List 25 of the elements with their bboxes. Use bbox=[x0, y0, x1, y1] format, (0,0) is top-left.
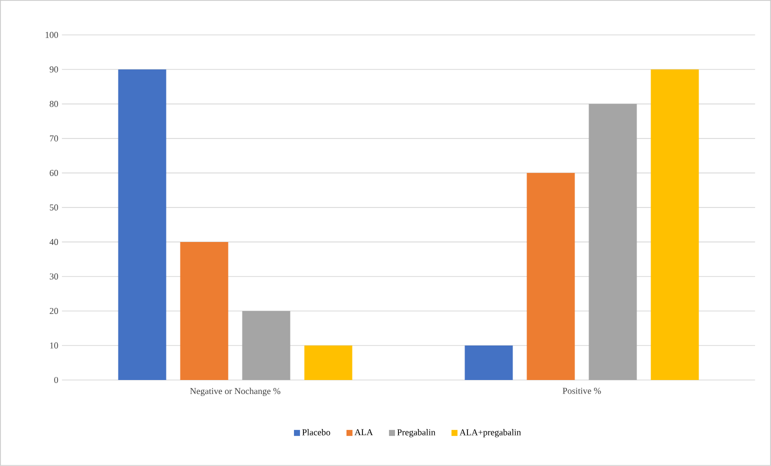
bar bbox=[242, 311, 290, 380]
bar bbox=[588, 104, 637, 380]
y-tick-label: 70 bbox=[50, 135, 58, 142]
y-tick-label: 10 bbox=[50, 342, 58, 349]
legend-label: Pregabalin bbox=[397, 429, 436, 438]
y-tick-label: 40 bbox=[50, 238, 58, 246]
y-tick-label: 30 bbox=[50, 273, 58, 280]
y-tick-label: 0 bbox=[54, 376, 58, 384]
legend-label: Placebo bbox=[302, 429, 330, 436]
x-tick-label: Positive % bbox=[562, 388, 601, 394]
bar bbox=[304, 346, 352, 380]
y-tick-label: 20 bbox=[50, 308, 58, 314]
y-tick-label: 60 bbox=[50, 170, 58, 176]
y-tick-label: 100 bbox=[46, 32, 58, 38]
legend-label: ALA+pregabalin bbox=[460, 429, 521, 438]
bar bbox=[526, 172, 575, 380]
x-tick-label: Negative or Nochange % bbox=[190, 388, 280, 396]
y-tick-label: 50 bbox=[50, 204, 58, 211]
bar bbox=[180, 242, 228, 380]
y-tick-label: 90 bbox=[50, 66, 58, 72]
bar bbox=[464, 346, 513, 380]
legend-label: ALA bbox=[354, 429, 373, 436]
bar bbox=[118, 69, 166, 380]
y-tick-label: 80 bbox=[50, 100, 58, 108]
bar bbox=[650, 69, 699, 380]
